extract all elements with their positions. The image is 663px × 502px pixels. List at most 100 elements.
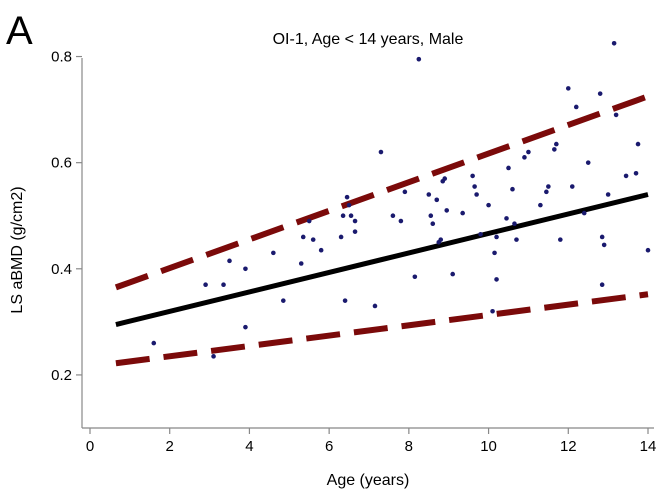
data-point [585,160,591,165]
data-point [281,298,286,303]
x-tick-label: 12 [560,438,577,455]
data-point [243,324,248,330]
data-point [605,192,611,197]
data-point [442,176,448,181]
data-point [581,210,587,216]
chart-title: OI-1, Age < 14 years, Male [273,31,464,48]
x-tick-label: 8 [405,438,413,455]
data-point [510,186,515,192]
data-point [494,277,499,282]
y-tick-label: 0.8 [51,49,72,66]
data-point [611,40,617,46]
data-point [398,218,404,224]
data-point [211,354,216,359]
data-point [490,308,495,314]
data-point [470,173,475,179]
data-point [494,234,499,240]
data-point [558,237,563,242]
data-point [310,237,316,242]
data-point [544,189,549,195]
x-axis-ticks: 0 2 4 6 8 10 12 14 [86,428,657,455]
y-axis-label: LS aBMD (g/cm2) [9,186,26,313]
y-tick-label: 0.2 [51,367,72,384]
data-point [221,282,226,288]
data-point [346,202,352,208]
data-point [613,112,619,118]
data-point [426,192,432,197]
data-point [338,234,344,240]
fit-line [115,192,649,327]
data-point [554,141,559,147]
data-point [352,229,358,234]
data-point [390,213,396,219]
data-point [552,147,557,152]
data-point [444,208,450,213]
data-point [300,234,306,240]
x-tick-label: 14 [640,438,657,455]
x-axis-label: Age (years) [327,472,410,489]
data-point [472,184,477,189]
data-point [372,303,378,309]
data-point [344,194,350,200]
data-point [512,221,517,226]
data-point [514,237,519,242]
data-point [601,242,607,248]
data-point [597,91,603,96]
data-point [633,170,639,176]
data-point [340,213,346,219]
data-point [522,155,527,160]
data-point [492,250,497,256]
data-point [623,173,629,179]
x-tick-label: 4 [245,438,253,455]
data-point [434,197,440,203]
data-point [412,274,418,280]
data-point [438,237,444,242]
data-point [450,271,456,277]
data-point [342,298,348,303]
data-point [504,216,509,221]
lower-bound-line [115,291,649,367]
y-tick-label: 0.4 [51,261,72,278]
data-point [569,184,575,189]
data-point [599,234,605,240]
data-point [546,184,551,189]
data-point [486,202,491,208]
data-point [645,247,651,253]
data-point [430,221,436,226]
panel-letter: A [6,9,33,53]
data-point [474,192,479,197]
data-point [460,210,465,216]
data-point [599,282,605,288]
data-point [506,165,511,171]
axes: 0 2 4 6 8 10 12 14 0.2 0.4 0.6 0.8 [51,49,656,455]
regression-lines [114,93,650,367]
data-point [352,218,358,224]
data-point [271,250,276,256]
data-point [306,218,312,224]
y-tick-label: 0.6 [51,155,72,172]
x-tick-label: 10 [480,438,497,455]
data-point [298,261,304,266]
data-point [478,232,483,237]
data-point [538,202,543,208]
data-point [416,56,422,62]
x-tick-label: 2 [166,438,174,455]
data-point [151,340,157,346]
data-point [526,149,531,155]
data-point [348,213,354,219]
data-point [227,258,232,264]
data-points [151,40,651,359]
data-point [318,247,324,253]
plot-area [114,40,651,367]
data-point [243,266,248,272]
data-point [378,149,384,155]
x-tick-label: 0 [86,438,94,455]
x-tick-label: 6 [325,438,333,455]
y-axis-ticks: 0.2 0.4 0.6 0.8 [51,49,82,384]
data-point [402,189,408,195]
data-point [428,213,434,219]
data-point [565,86,571,91]
data-point [635,141,641,147]
data-point [203,282,208,288]
